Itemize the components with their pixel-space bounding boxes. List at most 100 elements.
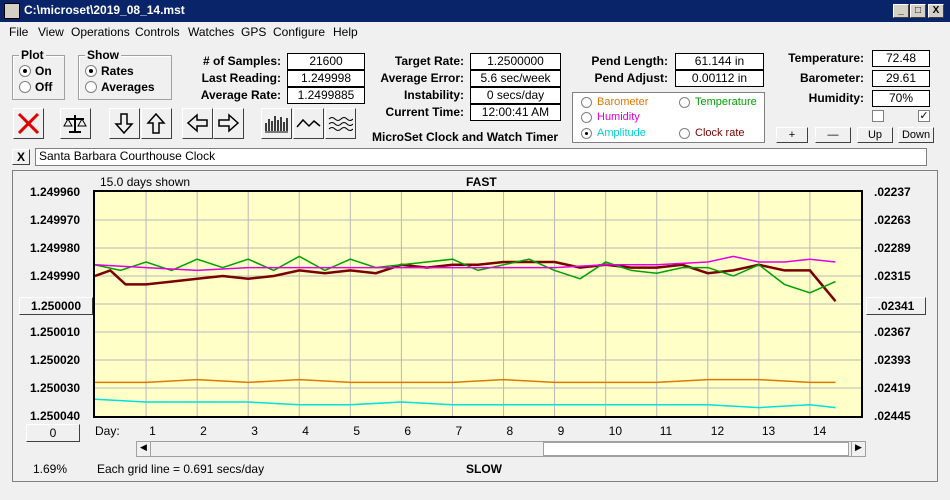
show-averages-radio[interactable]: Averages xyxy=(85,80,155,94)
left-tick-label: 1.250040 xyxy=(30,409,81,423)
bar-graph-icon xyxy=(265,116,288,133)
legend-clock-rate[interactable]: Clock rate xyxy=(679,127,745,139)
menu-bar: File View Operations Controls Watches GP… xyxy=(0,22,950,42)
close-clock-button[interactable]: X xyxy=(12,149,30,165)
target-rate-value: 1.2500000 xyxy=(470,53,561,70)
left-tick-label: 1.250030 xyxy=(30,381,81,395)
close-button[interactable]: X xyxy=(928,4,944,18)
legend-barometer[interactable]: Barometer xyxy=(581,96,648,108)
scroll-right-arrow-icon[interactable]: ▶ xyxy=(851,442,865,456)
right-tick-label: .02393 xyxy=(874,353,911,367)
menu-file[interactable]: File xyxy=(9,25,29,39)
plot-area xyxy=(93,190,863,418)
checkbox-left[interactable] xyxy=(872,110,884,122)
radio-dot-icon xyxy=(19,65,31,77)
x-tick-label: 2 xyxy=(200,424,207,438)
arrow-right-icon xyxy=(218,113,240,133)
pend-down-button[interactable]: Down xyxy=(898,127,934,143)
checkbox-right[interactable]: ✓ xyxy=(918,110,930,122)
line-graph-icon xyxy=(296,118,321,128)
scroll-down-button[interactable] xyxy=(109,108,140,139)
clear-button[interactable] xyxy=(13,108,44,139)
percent-label: 1.69% xyxy=(33,462,68,476)
fast-label: FAST xyxy=(466,175,497,189)
radio-dot-icon xyxy=(679,127,690,139)
x-tick-label: 10 xyxy=(608,424,623,438)
menu-controls[interactable]: Controls xyxy=(135,25,180,39)
left-tick-label: 1.249990 xyxy=(30,269,81,283)
radio-dot-icon xyxy=(85,65,97,77)
x-tick-label: 13 xyxy=(761,424,776,438)
menu-gps[interactable]: GPS xyxy=(241,25,267,39)
menu-configure[interactable]: Configure xyxy=(273,25,326,39)
current-time-value: 12:00:41 AM xyxy=(470,104,561,121)
plot-off-radio[interactable]: Off xyxy=(19,80,52,94)
x-tick-label: 14 xyxy=(812,424,827,438)
red-x-icon xyxy=(17,112,40,135)
last-reading-label: Last Reading: xyxy=(201,71,281,85)
balance-button[interactable] xyxy=(60,108,91,139)
right-tick-label: .02419 xyxy=(874,381,911,395)
show-group-label: Show xyxy=(85,48,121,62)
maximize-button[interactable]: □ xyxy=(910,4,926,18)
right-center-button[interactable]: .02341 xyxy=(866,297,926,315)
scroll-thumb[interactable] xyxy=(543,442,849,456)
wave-lines-icon xyxy=(328,117,353,131)
app-icon xyxy=(4,3,20,19)
legend-amplitude[interactable]: Amplitude xyxy=(581,127,646,139)
pend-length-label: Pend Length: xyxy=(591,54,668,68)
scroll-left-button[interactable] xyxy=(182,108,213,139)
scroll-left-arrow-icon[interactable]: ◀ xyxy=(137,442,151,456)
balance-scale-icon xyxy=(63,115,87,133)
day-axis-label: Day: xyxy=(95,424,120,438)
right-tick-label: .02263 xyxy=(874,213,911,227)
menu-watches[interactable]: Watches xyxy=(188,25,235,39)
barometer-label: Barometer: xyxy=(799,71,864,85)
show-rates-radio[interactable]: Rates xyxy=(85,64,134,78)
left-tick-label: 1.249960 xyxy=(30,185,81,199)
right-tick-label: .02445 xyxy=(874,409,911,423)
plot-on-radio[interactable]: On xyxy=(19,64,52,78)
instability-label: Instability: xyxy=(403,88,464,102)
scroll-right-button[interactable] xyxy=(213,108,244,139)
pend-plus-button[interactable]: + xyxy=(776,127,808,143)
plot-group: Plot On Off xyxy=(12,48,65,100)
clock-name-input[interactable]: Santa Barbara Courthouse Clock xyxy=(35,148,927,166)
menu-operations[interactable]: Operations xyxy=(71,25,130,39)
right-tick-label: .02367 xyxy=(874,325,911,339)
barometer-value: 29.61 xyxy=(872,70,930,87)
plot-group-label: Plot xyxy=(19,48,46,62)
menu-help[interactable]: Help xyxy=(333,25,358,39)
bar-graph-button[interactable] xyxy=(261,108,292,139)
left-center-button[interactable]: 1.250000 xyxy=(19,297,93,315)
minimize-button[interactable]: _ xyxy=(893,4,909,18)
x-tick-label: 4 xyxy=(302,424,309,438)
left-tick-label: 1.250010 xyxy=(30,325,81,339)
days-shown-label: 15.0 days shown xyxy=(100,175,191,189)
x-tick-label: 11 xyxy=(659,424,673,438)
pend-up-button[interactable]: Up xyxy=(857,127,893,143)
horizontal-scrollbar[interactable]: ◀ ▶ xyxy=(136,441,866,457)
arrow-up-icon xyxy=(146,112,166,134)
series-line-amplitude xyxy=(95,398,836,409)
pend-minus-button[interactable]: — xyxy=(815,127,851,143)
current-time-label: Current Time: xyxy=(385,105,464,119)
series-line-barometer xyxy=(95,378,836,384)
left-bottom-button[interactable]: 0 xyxy=(26,424,80,442)
humidity-label: Humidity: xyxy=(808,91,864,105)
menu-view[interactable]: View xyxy=(38,25,64,39)
samples-value: 21600 xyxy=(287,53,365,70)
scroll-up-button[interactable] xyxy=(141,108,172,139)
line-graph-button[interactable] xyxy=(293,108,324,139)
series-legend: Barometer Temperature Humidity Amplitude… xyxy=(572,92,765,143)
humidity-value: 70% xyxy=(872,90,930,107)
temperature-label: Temperature: xyxy=(788,51,864,65)
legend-temperature[interactable]: Temperature xyxy=(679,96,757,108)
x-tick-label: 5 xyxy=(353,424,361,438)
legend-humidity[interactable]: Humidity xyxy=(581,111,640,123)
right-tick-label: .02237 xyxy=(874,185,911,199)
x-tick-label: 12 xyxy=(710,424,725,438)
arrow-down-icon xyxy=(114,113,134,135)
plot-svg xyxy=(95,192,861,416)
wave-graph-button[interactable] xyxy=(325,108,356,139)
